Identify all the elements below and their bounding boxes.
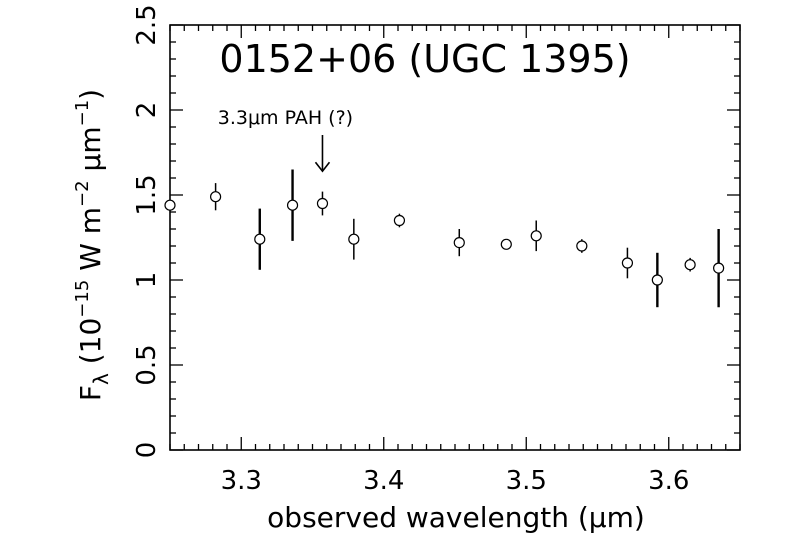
data-point [453, 229, 465, 257]
x-tick-label: 3.4 [363, 466, 404, 496]
point-marker [348, 233, 360, 245]
y-axis-ticks: 0 0.5 1 1.5 2 2.5 [132, 4, 740, 458]
point-marker [453, 237, 465, 249]
y-tick-label: 2.5 [132, 4, 162, 45]
annotation-arrow [314, 135, 331, 173]
y-axis-title-exp1: −15 [72, 280, 93, 318]
point-marker [684, 259, 696, 271]
y-tick-label: 0.5 [132, 344, 162, 385]
point-marker [530, 230, 542, 242]
data-points [164, 169, 725, 308]
data-point [393, 213, 406, 228]
y-tick-label: 2 [132, 102, 162, 119]
point-marker [164, 199, 176, 211]
x-tick-label: 3.6 [648, 466, 689, 496]
point-marker [286, 199, 299, 211]
y-tick-label: 0 [132, 442, 162, 459]
y-tick-label: 1.5 [132, 174, 162, 215]
y-axis-title-exp3: −1 [72, 100, 93, 127]
x-axis-ticks: 3.3 3.4 3.5 3.6 [169, 25, 741, 496]
point-marker [500, 238, 512, 250]
data-point [286, 169, 299, 241]
data-point [713, 229, 725, 308]
data-point [348, 218, 360, 260]
data-point [164, 199, 176, 211]
arrow-head [314, 161, 331, 173]
point-marker [393, 214, 406, 227]
y-axis-title: Fλ (10−15 W m−2 μm−1) [72, 89, 113, 401]
point-marker [713, 262, 725, 274]
data-point [576, 239, 588, 253]
y-axis-title-unit-mid2: μm [74, 126, 107, 180]
point-marker [316, 197, 329, 210]
y-axis-title-unit-close: ) [74, 89, 107, 100]
annotation-label: 3.3μm PAH (?) [218, 107, 353, 129]
data-point [316, 191, 329, 216]
y-axis-title-unit-open: (10 [74, 318, 107, 373]
data-point [210, 183, 222, 211]
y-tick-label: 1 [132, 272, 162, 289]
x-tick-label: 3.5 [506, 466, 547, 496]
y-axis-title-sub: λ [89, 373, 113, 385]
data-point [651, 252, 663, 308]
data-point [254, 208, 266, 270]
point-marker [621, 257, 634, 269]
data-point [500, 238, 512, 250]
point-marker [210, 191, 222, 203]
y-axis-title-unit-mid: W m [74, 207, 107, 280]
point-marker [651, 274, 663, 286]
data-point [684, 257, 696, 272]
y-axis-title-main: F [74, 385, 107, 401]
plot-title: 0152+06 (UGC 1395) [219, 37, 630, 81]
point-marker [254, 233, 266, 245]
data-point [530, 220, 542, 252]
data-point [621, 247, 634, 279]
x-tick-label: 3.3 [221, 466, 262, 496]
y-axis-title-exp2: −2 [72, 180, 93, 207]
x-axis-title: observed wavelength (μm) [267, 501, 645, 533]
point-marker [576, 240, 588, 252]
